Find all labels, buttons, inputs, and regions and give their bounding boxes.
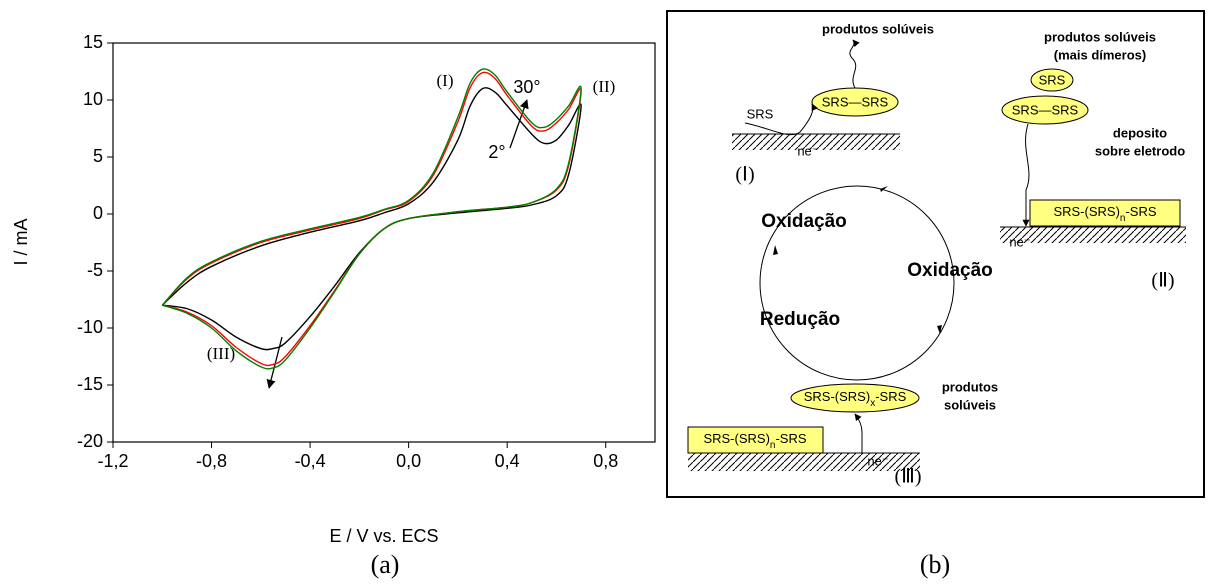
- x-tick-label: -0,4: [295, 451, 326, 471]
- peak-label: (I): [437, 71, 454, 90]
- y-tick-label: -15: [77, 374, 103, 394]
- species-label: SRS—SRS: [1012, 102, 1079, 117]
- electron-label: ne⁻: [867, 453, 888, 468]
- cycle-label: 30°: [513, 77, 540, 97]
- x-tick-label: -1,2: [97, 451, 128, 471]
- electron-label: ne⁻: [1009, 234, 1030, 249]
- species-label: SRS: [747, 106, 774, 121]
- cycle-label: 2°: [488, 142, 505, 162]
- y-tick-label: -20: [77, 431, 103, 451]
- species-label: SRS—SRS: [822, 94, 889, 109]
- note: deposito: [1113, 125, 1167, 140]
- x-tick-label: -0,8: [196, 451, 227, 471]
- y-tick-label: 0: [93, 203, 103, 223]
- y-tick-label: -10: [77, 317, 103, 337]
- products-label: (mais dímeros): [1054, 47, 1146, 62]
- products-label: produtos solúveis: [822, 21, 934, 36]
- step-label: (Ⅱ): [1151, 270, 1174, 292]
- trend-arrow: [269, 337, 282, 388]
- y-tick-label: 10: [83, 89, 103, 109]
- cv-curve: [162, 88, 581, 350]
- x-tick-label: 0,8: [593, 451, 618, 471]
- chart: E / V vs. ECS I / mA (I) (II) (III) 30° …: [11, 32, 655, 546]
- y-tick-label: 15: [83, 32, 103, 52]
- peak-label: (II): [593, 77, 616, 96]
- process-label: Oxidação: [761, 211, 847, 232]
- species-label: SRS: [1039, 72, 1066, 87]
- x-axis-label: E / V vs. ECS: [329, 526, 438, 546]
- plot-frame: [113, 43, 655, 442]
- figure: E / V vs. ECS I / mA (I) (II) (III) 30° …: [0, 0, 1215, 586]
- step-label: (Ⅰ): [735, 164, 754, 186]
- products-label: solúveis: [944, 397, 996, 412]
- y-tick-label: 5: [93, 146, 103, 166]
- diagram: produtos solúveis SRS—SRS SRS ne⁻ (Ⅰ) Ox…: [667, 11, 1204, 497]
- y-tick-label: -5: [87, 260, 103, 280]
- products-label: produtos: [942, 379, 998, 394]
- x-tick-label: 0,0: [396, 451, 421, 471]
- cv-curve: [162, 69, 581, 369]
- process-label: Redução: [760, 309, 840, 330]
- y-axis-label: I / mA: [11, 218, 31, 265]
- products-label: produtos solúveis: [1044, 29, 1156, 44]
- cv-curve: [162, 72, 581, 365]
- diagram-frame: [667, 11, 1204, 497]
- caption: (b): [920, 550, 950, 579]
- step-label: (Ⅲ): [894, 466, 921, 488]
- process-label: Oxidação: [907, 260, 993, 281]
- note: sobre eletrodo: [1095, 143, 1185, 158]
- caption: (a): [371, 550, 400, 579]
- x-tick-label: 0,4: [495, 451, 520, 471]
- electron-label: ne⁻: [797, 143, 818, 158]
